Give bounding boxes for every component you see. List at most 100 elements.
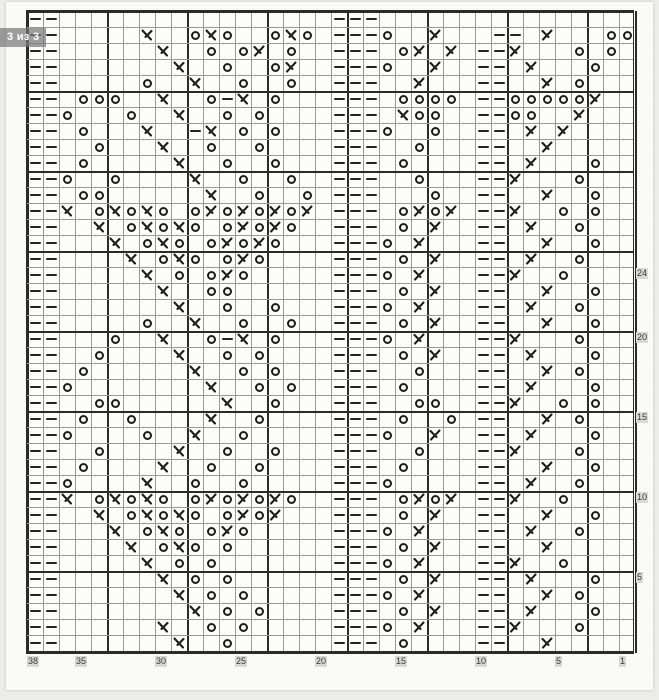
knit-two-together-symbol	[123, 539, 139, 555]
yarn-over-symbol	[59, 171, 75, 187]
slip-slip-knit-symbol	[411, 523, 427, 539]
slip-slip-knit-symbol	[539, 27, 555, 43]
yarn-over-symbol	[235, 267, 251, 283]
purl-stitch-symbol	[27, 459, 43, 475]
purl-stitch-symbol	[331, 91, 347, 107]
slip-slip-knit-symbol	[267, 203, 283, 219]
purl-stitch-symbol	[363, 619, 379, 635]
purl-stitch-symbol	[491, 587, 507, 603]
column-axis-label: 15	[395, 656, 408, 667]
yarn-over-symbol	[267, 443, 283, 459]
purl-stitch-symbol	[475, 171, 491, 187]
purl-stitch-symbol	[331, 411, 347, 427]
yarn-over-symbol	[507, 91, 523, 107]
purl-stitch-symbol	[507, 27, 523, 43]
purl-stitch-symbol	[347, 443, 363, 459]
yarn-over-symbol	[203, 267, 219, 283]
purl-stitch-symbol	[363, 331, 379, 347]
grid-line-horizontal	[27, 539, 633, 540]
purl-stitch-symbol	[347, 107, 363, 123]
yarn-over-symbol	[91, 139, 107, 155]
purl-stitch-symbol	[363, 635, 379, 651]
yarn-over-symbol	[571, 443, 587, 459]
yarn-over-symbol	[203, 555, 219, 571]
knit-two-together-symbol	[155, 331, 171, 347]
purl-stitch-symbol	[27, 59, 43, 75]
slip-slip-knit-symbol	[571, 107, 587, 123]
yarn-over-symbol	[267, 123, 283, 139]
yarn-over-symbol	[571, 363, 587, 379]
yarn-over-symbol	[155, 203, 171, 219]
grid-line-horizontal	[27, 459, 633, 460]
purl-stitch-symbol	[475, 427, 491, 443]
yarn-over-symbol	[203, 139, 219, 155]
purl-stitch-symbol	[331, 587, 347, 603]
knit-two-together-symbol	[139, 555, 155, 571]
purl-stitch-symbol	[491, 427, 507, 443]
purl-stitch-symbol	[491, 603, 507, 619]
yarn-over-symbol	[123, 491, 139, 507]
yarn-over-symbol	[219, 507, 235, 523]
purl-stitch-symbol	[347, 251, 363, 267]
chart-grid[interactable]	[26, 10, 637, 654]
row-axis-label: 10	[636, 492, 649, 503]
slip-slip-knit-symbol	[427, 507, 443, 523]
knit-two-together-symbol	[155, 235, 171, 251]
purl-stitch-symbol	[475, 235, 491, 251]
slip-slip-knit-symbol	[539, 539, 555, 555]
purl-stitch-symbol	[347, 59, 363, 75]
slip-slip-knit-symbol	[283, 59, 299, 75]
purl-stitch-symbol	[331, 299, 347, 315]
knit-two-together-symbol	[107, 203, 123, 219]
slip-slip-knit-symbol	[411, 331, 427, 347]
purl-stitch-symbol	[363, 571, 379, 587]
yarn-over-symbol	[571, 75, 587, 91]
grid-line-horizontal	[27, 347, 633, 348]
yarn-over-symbol	[139, 315, 155, 331]
knit-two-together-symbol	[155, 459, 171, 475]
yarn-over-symbol	[235, 619, 251, 635]
knit-two-together-symbol	[171, 507, 187, 523]
slip-slip-knit-symbol	[203, 203, 219, 219]
purl-stitch-symbol	[331, 491, 347, 507]
yarn-over-symbol	[155, 251, 171, 267]
grid-line-horizontal	[27, 331, 633, 333]
yarn-over-symbol	[155, 491, 171, 507]
grid-line-horizontal	[27, 395, 633, 396]
purl-stitch-symbol	[219, 91, 235, 107]
purl-stitch-symbol	[27, 555, 43, 571]
knit-two-together-symbol	[139, 475, 155, 491]
grid-line-horizontal	[27, 491, 633, 493]
yarn-over-symbol	[299, 187, 315, 203]
purl-stitch-symbol	[491, 507, 507, 523]
knitting-chart[interactable]	[26, 10, 637, 654]
purl-stitch-symbol	[43, 107, 59, 123]
grid-line-horizontal	[27, 187, 633, 188]
yarn-over-symbol	[587, 283, 603, 299]
purl-stitch-symbol	[27, 139, 43, 155]
purl-stitch-symbol	[331, 123, 347, 139]
slip-slip-knit-symbol	[539, 187, 555, 203]
purl-stitch-symbol	[491, 331, 507, 347]
purl-stitch-symbol	[363, 267, 379, 283]
yarn-over-symbol	[235, 587, 251, 603]
yarn-over-symbol	[59, 475, 75, 491]
yarn-over-symbol	[283, 75, 299, 91]
slip-slip-knit-symbol	[523, 219, 539, 235]
purl-stitch-symbol	[475, 219, 491, 235]
grid-line-horizontal	[27, 363, 633, 364]
yarn-over-symbol	[219, 347, 235, 363]
yarn-over-symbol	[91, 91, 107, 107]
grid-line-horizontal	[27, 651, 633, 653]
purl-stitch-symbol	[331, 139, 347, 155]
purl-stitch-symbol	[331, 395, 347, 411]
yarn-over-symbol	[395, 219, 411, 235]
purl-stitch-symbol	[475, 619, 491, 635]
yarn-over-symbol	[411, 395, 427, 411]
purl-stitch-symbol	[331, 523, 347, 539]
slip-slip-knit-symbol	[507, 491, 523, 507]
purl-stitch-symbol	[363, 459, 379, 475]
purl-stitch-symbol	[363, 219, 379, 235]
yarn-over-symbol	[219, 635, 235, 651]
knit-two-together-symbol	[155, 91, 171, 107]
